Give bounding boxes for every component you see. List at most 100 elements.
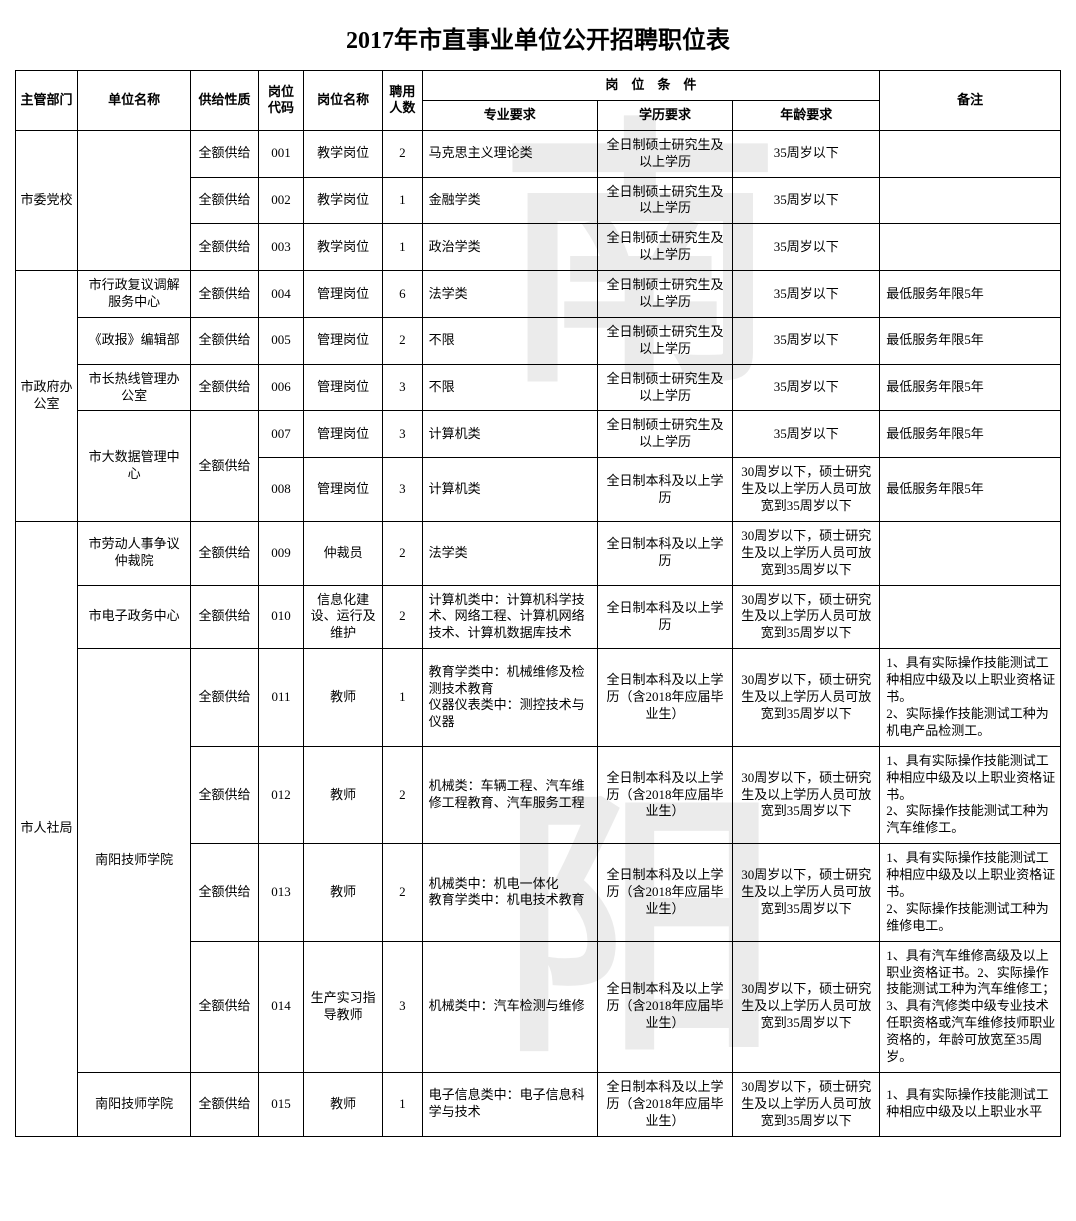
- cell-age: 30周岁以下，硕士研究生及以上学历人员可放宽到35周岁以下: [733, 585, 880, 649]
- cell-supply: 全额供给: [191, 177, 259, 224]
- cell-age: 30周岁以下，硕士研究生及以上学历人员可放宽到35周岁以下: [733, 649, 880, 746]
- cell-edu: 全日制硕士研究生及以上学历: [597, 317, 733, 364]
- cell-edu: 全日制本科及以上学历: [597, 585, 733, 649]
- cell-age: 35周岁以下: [733, 411, 880, 458]
- header-num: 聘用人数: [383, 71, 423, 131]
- cell-num: 3: [383, 458, 423, 522]
- cell-unit: 市电子政务中心: [78, 585, 191, 649]
- cell-supply: 全额供给: [191, 364, 259, 411]
- cell-major: 不限: [422, 317, 597, 364]
- cell-unit: 南阳技师学院: [78, 649, 191, 1073]
- cell-num: 3: [383, 364, 423, 411]
- header-remark: 备注: [880, 71, 1061, 131]
- cell-code: 003: [258, 224, 303, 271]
- cell-major: 计算机类: [422, 458, 597, 522]
- cell-major: 法学类: [422, 521, 597, 585]
- cell-age: 30周岁以下，硕士研究生及以上学历人员可放宽到35周岁以下: [733, 458, 880, 522]
- cell-remark: [880, 521, 1061, 585]
- cell-post: 教学岗位: [304, 224, 383, 271]
- cell-code: 013: [258, 844, 303, 941]
- cell-remark: 最低服务年限5年: [880, 411, 1061, 458]
- cell-supply: 全额供给: [191, 411, 259, 521]
- cell-post: 信息化建设、运行及维护: [304, 585, 383, 649]
- header-code: 岗位代码: [258, 71, 303, 131]
- cell-supply: 全额供给: [191, 224, 259, 271]
- cell-code: 015: [258, 1072, 303, 1136]
- cell-post: 教学岗位: [304, 130, 383, 177]
- cell-age: 35周岁以下: [733, 364, 880, 411]
- table-row: 市长热线管理办公室全额供给006管理岗位3不限全日制硕士研究生及以上学历35周岁…: [16, 364, 1061, 411]
- table-row: 市大数据管理中心全额供给007管理岗位3计算机类全日制硕士研究生及以上学历35周…: [16, 411, 1061, 458]
- cell-edu: 全日制硕士研究生及以上学历: [597, 130, 733, 177]
- cell-unit: 市劳动人事争议仲裁院: [78, 521, 191, 585]
- header-supply: 供给性质: [191, 71, 259, 131]
- table-row: 市政府办公室市行政复议调解服务中心全额供给004管理岗位6法学类全日制硕士研究生…: [16, 271, 1061, 318]
- cell-age: 35周岁以下: [733, 130, 880, 177]
- cell-num: 2: [383, 521, 423, 585]
- cell-age: 30周岁以下，硕士研究生及以上学历人员可放宽到35周岁以下: [733, 844, 880, 941]
- cell-remark: [880, 224, 1061, 271]
- cell-edu: 全日制本科及以上学历（含2018年应届毕业生）: [597, 844, 733, 941]
- cell-major: 机械类中：机电一体化 教育学类中：机电技术教育: [422, 844, 597, 941]
- table-body: 市委党校全额供给001教学岗位2马克思主义理论类全日制硕士研究生及以上学历35周…: [16, 130, 1061, 1136]
- cell-num: 2: [383, 130, 423, 177]
- cell-code: 012: [258, 746, 303, 843]
- cell-edu: 全日制硕士研究生及以上学历: [597, 364, 733, 411]
- cell-edu: 全日制本科及以上学历（含2018年应届毕业生）: [597, 746, 733, 843]
- cell-code: 005: [258, 317, 303, 364]
- cell-code: 009: [258, 521, 303, 585]
- cell-supply: 全额供给: [191, 649, 259, 746]
- cell-remark: 1、具有实际操作技能测试工种相应中级及以上职业水平: [880, 1072, 1061, 1136]
- cell-edu: 全日制硕士研究生及以上学历: [597, 224, 733, 271]
- table-row: 市电子政务中心全额供给010信息化建设、运行及维护2计算机类中：计算机科学技术、…: [16, 585, 1061, 649]
- cell-age: 35周岁以下: [733, 177, 880, 224]
- cell-major: 法学类: [422, 271, 597, 318]
- cell-remark: 最低服务年限5年: [880, 364, 1061, 411]
- cell-num: 2: [383, 317, 423, 364]
- cell-edu: 全日制本科及以上学历（含2018年应届毕业生）: [597, 1072, 733, 1136]
- cell-unit: 市行政复议调解服务中心: [78, 271, 191, 318]
- cell-major: 机械类：车辆工程、汽车维修工程教育、汽车服务工程: [422, 746, 597, 843]
- cell-supply: 全额供给: [191, 317, 259, 364]
- cell-age: 35周岁以下: [733, 224, 880, 271]
- header-conditions: 岗 位 条 件: [422, 71, 880, 101]
- recruitment-table: 主管部门 单位名称 供给性质 岗位代码 岗位名称 聘用人数 岗 位 条 件 备注…: [15, 70, 1061, 1137]
- cell-post: 生产实习指导教师: [304, 941, 383, 1072]
- cell-num: 1: [383, 1072, 423, 1136]
- cell-supply: 全额供给: [191, 585, 259, 649]
- header-age: 年龄要求: [733, 100, 880, 130]
- cell-post: 管理岗位: [304, 458, 383, 522]
- cell-edu: 全日制本科及以上学历（含2018年应届毕业生）: [597, 649, 733, 746]
- cell-code: 014: [258, 941, 303, 1072]
- cell-post: 教师: [304, 746, 383, 843]
- cell-supply: 全额供给: [191, 271, 259, 318]
- cell-edu: 全日制本科及以上学历: [597, 521, 733, 585]
- cell-major: 不限: [422, 364, 597, 411]
- cell-code: 007: [258, 411, 303, 458]
- cell-remark: [880, 130, 1061, 177]
- cell-edu: 全日制硕士研究生及以上学历: [597, 411, 733, 458]
- cell-code: 011: [258, 649, 303, 746]
- cell-remark: 最低服务年限5年: [880, 271, 1061, 318]
- cell-post: 管理岗位: [304, 364, 383, 411]
- cell-age: 35周岁以下: [733, 271, 880, 318]
- cell-code: 002: [258, 177, 303, 224]
- cell-supply: 全额供给: [191, 521, 259, 585]
- cell-num: 1: [383, 224, 423, 271]
- cell-supply: 全额供给: [191, 941, 259, 1072]
- cell-num: 3: [383, 411, 423, 458]
- cell-age: 30周岁以下，硕士研究生及以上学历人员可放宽到35周岁以下: [733, 1072, 880, 1136]
- cell-unit: 市大数据管理中心: [78, 411, 191, 521]
- cell-code: 001: [258, 130, 303, 177]
- cell-unit: 市长热线管理办公室: [78, 364, 191, 411]
- header-dept: 主管部门: [16, 71, 78, 131]
- cell-major: 计算机类: [422, 411, 597, 458]
- cell-edu: 全日制本科及以上学历: [597, 458, 733, 522]
- header-major: 专业要求: [422, 100, 597, 130]
- cell-num: 3: [383, 941, 423, 1072]
- cell-remark: [880, 585, 1061, 649]
- header-unit: 单位名称: [78, 71, 191, 131]
- cell-major: 计算机类中：计算机科学技术、网络工程、计算机网络技术、计算机数据库技术: [422, 585, 597, 649]
- cell-num: 2: [383, 585, 423, 649]
- cell-post: 管理岗位: [304, 411, 383, 458]
